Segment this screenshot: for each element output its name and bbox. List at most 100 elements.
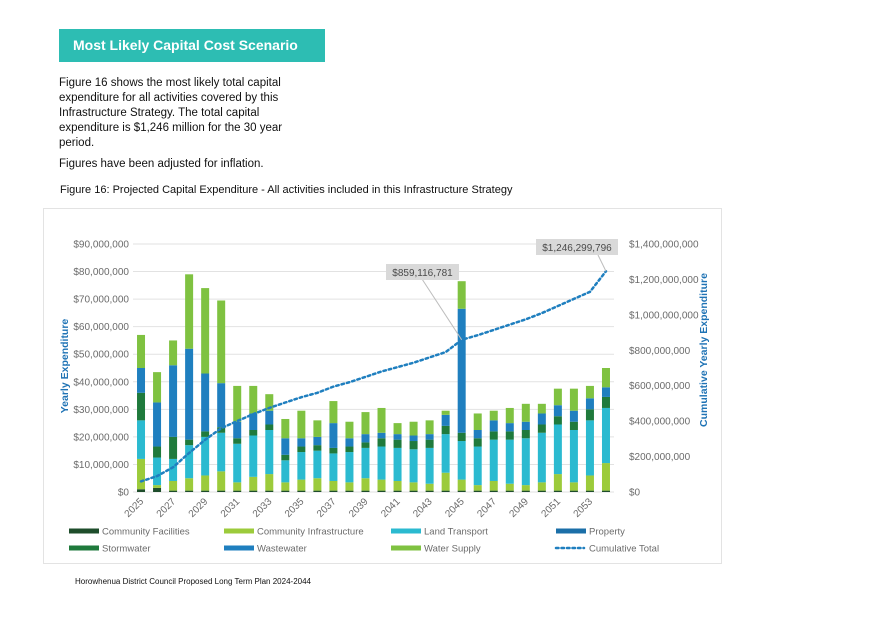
bar-segment <box>393 490 402 492</box>
y2-tick-label: $200,000,000 <box>629 452 691 463</box>
y2-tick-label: $600,000,000 <box>629 381 691 392</box>
y-tick-label: $40,000,000 <box>73 377 129 388</box>
bar-segment <box>265 424 274 430</box>
bar-segment <box>153 446 162 458</box>
callout-leader <box>421 278 463 341</box>
bar-segment <box>137 458 146 490</box>
bar-segment <box>361 490 370 492</box>
bar-segment <box>473 485 482 491</box>
legend-swatch <box>391 545 421 551</box>
x-tick-label: 2051 <box>539 496 563 520</box>
bar-segment <box>313 450 322 479</box>
bar-segment <box>185 445 194 479</box>
bar-segment <box>297 490 306 492</box>
bar-segment <box>377 490 386 492</box>
bar-segment <box>313 445 322 451</box>
bar-segment <box>569 490 578 492</box>
bar-segment <box>409 490 418 492</box>
x-tick-label: 2035 <box>283 496 307 520</box>
bar-segment <box>457 479 466 491</box>
bar-segment <box>473 413 482 430</box>
bar-segment <box>345 446 354 453</box>
x-tick-label: 2045 <box>443 496 467 520</box>
y-tick-label: $20,000,000 <box>73 432 129 443</box>
bar-segment <box>553 490 562 492</box>
bar-segment <box>233 443 242 483</box>
bar-segment <box>297 438 306 447</box>
bar-segment <box>233 385 242 422</box>
bar-segment <box>137 489 146 492</box>
bar-segment <box>425 490 434 492</box>
bar-segment <box>169 340 178 366</box>
bar-segment <box>265 430 274 475</box>
callout-box <box>536 239 618 255</box>
bar-segment <box>297 410 306 439</box>
inflation-note: Figures have been adjusted for inflation… <box>59 158 264 170</box>
bar-segment <box>169 458 178 481</box>
bar-segment <box>521 485 530 491</box>
bar-segment <box>425 447 434 484</box>
bar-segment <box>281 482 290 491</box>
bar-segment <box>409 441 418 450</box>
bar-segment <box>265 474 274 491</box>
bar-segment <box>521 421 530 430</box>
bar-segment <box>505 483 514 491</box>
capital-expenditure-chart: $0 $10,000,000 $20,000,000 $30,000,000 $40,0… <box>59 239 710 555</box>
x-tick-label: 2031 <box>219 496 243 520</box>
bar-segment <box>441 472 450 491</box>
bar-segment <box>217 471 226 491</box>
bar-segment <box>601 490 610 492</box>
y-tick-label: $0 <box>118 488 130 499</box>
y2-tick-label: $1,200,000,000 <box>629 275 699 286</box>
bar-segment <box>441 434 450 473</box>
x-tick-label: 2027 <box>155 496 179 520</box>
y-tick-label: $90,000,000 <box>73 240 129 251</box>
bar-segment <box>281 490 290 492</box>
bar-segment <box>425 483 434 491</box>
legend-swatch <box>69 545 99 551</box>
legend-label: Cumulative Total <box>589 544 659 555</box>
bar-segment <box>137 420 146 459</box>
bar-segment <box>473 490 482 492</box>
y-tick-label: $50,000,000 <box>73 350 129 361</box>
bar-segment <box>585 385 594 399</box>
bar-segment <box>313 420 322 437</box>
bar-segment <box>265 410 274 425</box>
bar-segment <box>249 413 258 430</box>
bar-segment <box>441 425 450 435</box>
bar-segment <box>489 439 498 481</box>
bar-segment <box>281 418 290 439</box>
bar-segment <box>569 430 578 483</box>
bar-segment <box>377 407 386 433</box>
bar-segment <box>185 478 194 491</box>
bar-segment <box>249 385 258 414</box>
bar-segment <box>601 407 610 464</box>
bar-segment <box>489 490 498 492</box>
bar-segment <box>345 490 354 492</box>
bar-segment <box>233 421 242 439</box>
page-footer: Horowhenua District Council Proposed Lon… <box>75 577 311 586</box>
bar-segment <box>585 420 594 476</box>
section-banner: Most Likely Capital Cost Scenario <box>59 29 325 62</box>
intro-paragraph: Figure 16 shows the most likely total ca… <box>59 77 283 149</box>
y2-axis-title: Cumulative Yearly Expenditure <box>698 273 710 427</box>
bar-segment <box>553 424 562 475</box>
bar-segment <box>393 447 402 481</box>
bar-segment <box>393 480 402 491</box>
bar-segment <box>377 432 386 439</box>
bar-segment <box>345 482 354 491</box>
bar-segment <box>137 368 146 393</box>
bar-segment <box>521 490 530 492</box>
bar-segment <box>329 480 338 491</box>
bar-segment <box>297 446 306 453</box>
bar-segment <box>505 407 514 424</box>
x-tick-label: 2037 <box>315 496 339 520</box>
bar-segment <box>521 438 530 486</box>
bar-segment <box>377 479 386 491</box>
bar-segment <box>377 446 386 480</box>
bar-segment <box>489 410 498 421</box>
bar-segment <box>601 396 610 408</box>
y-tick-label: $70,000,000 <box>73 295 129 306</box>
legend-label: Stormwater <box>102 544 151 555</box>
callout-box <box>386 264 459 280</box>
